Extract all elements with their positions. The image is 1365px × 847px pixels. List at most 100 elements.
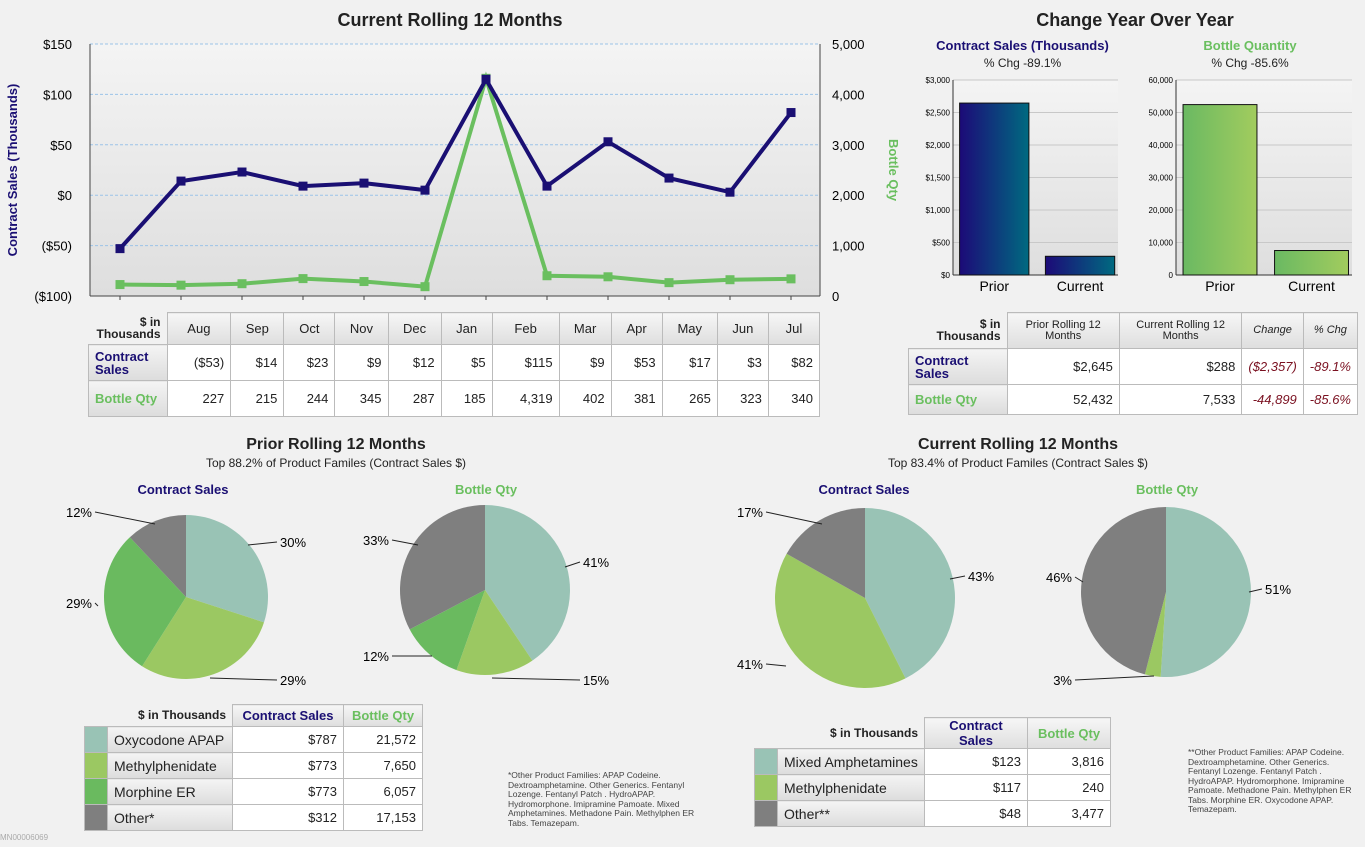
table-cell: -89.1% — [1302, 348, 1359, 385]
y-tick-label: 30,000 — [1149, 174, 1174, 183]
prior-pies-title: Prior Rolling 12 Months — [246, 436, 426, 453]
bar-prior — [959, 102, 1030, 276]
table-corner-label: $ in Thousands — [936, 317, 1001, 344]
data-point — [725, 187, 735, 197]
table-cell: 265 — [661, 380, 718, 417]
data-point — [481, 74, 491, 84]
row-header: Contract Sales — [88, 344, 168, 381]
prior-cs-pie-title: Contract Sales — [137, 482, 229, 497]
legend-contract-sales: $787 — [232, 726, 344, 753]
table-cell: 340 — [767, 380, 821, 417]
table-corner-label: $ in Thousands — [137, 708, 226, 723]
legend-contract-sales: $773 — [232, 752, 344, 779]
table-cell: $12 — [387, 344, 442, 381]
data-point — [603, 137, 613, 147]
table-cell: 4,319 — [491, 380, 560, 417]
bar-category-label: Prior — [979, 278, 1009, 294]
column-header: Contract Sales — [232, 704, 344, 727]
table-cell: $53 — [610, 344, 663, 381]
table-cell: 345 — [334, 380, 389, 417]
column-header: Oct — [283, 312, 336, 345]
data-point — [786, 108, 796, 118]
table-cell: 7,533 — [1118, 384, 1243, 415]
right-tick-label: 5,000 — [832, 37, 865, 52]
legend-bottle-qty: 17,153 — [343, 804, 423, 831]
column-header: % Chg — [1302, 312, 1359, 349]
pie-percent-label: 51% — [1265, 582, 1291, 597]
legend-contract-sales: $773 — [232, 778, 344, 805]
data-point — [603, 272, 613, 282]
pie-slice-oxycodone-apap — [186, 515, 268, 623]
y-tick-label: $2,500 — [926, 109, 951, 118]
legend-swatch — [754, 748, 778, 775]
pie-leader-line — [247, 541, 278, 546]
pie-slice-methylphenidate — [456, 590, 533, 675]
pie-slice-methylphenidate — [775, 553, 906, 689]
y-tick-label: $3,000 — [926, 76, 951, 85]
legend-bottle-qty: 6,057 — [343, 778, 423, 805]
table-cell: $9 — [558, 344, 612, 381]
bar-current — [1044, 255, 1116, 276]
legend-bottle-qty: 240 — [1027, 774, 1111, 801]
yoy-bq-title: Bottle Quantity — [1203, 38, 1297, 53]
yoy-cs-pct: % Chg -89.1% — [983, 56, 1062, 70]
table-corner-label: $ in Thousands — [829, 725, 918, 740]
pie-slice-other- — [399, 505, 485, 630]
legend-bottle-qty: 21,572 — [343, 726, 423, 753]
pie-leader-line — [1248, 588, 1263, 593]
pie-percent-label: 33% — [363, 533, 389, 548]
pie-percent-label: 41% — [583, 555, 609, 570]
right-axis-title: Bottle Qty — [886, 139, 901, 202]
pie-percent-label: 43% — [968, 569, 994, 584]
monthly-table: $ in Thousands Aug Sep Oct Nov Dec Jan Feb Mar Apr… — [88, 312, 821, 417]
pie-slice-methylphenidate — [1144, 592, 1166, 677]
data-point — [542, 271, 552, 281]
column-header: Jul — [767, 312, 821, 345]
table-cell: 185 — [440, 380, 493, 417]
left-axis-title: Contract Sales (Thousands) — [5, 84, 20, 257]
yoy-cs-title: Contract Sales (Thousands) — [936, 38, 1109, 53]
row-header: Contract Sales — [908, 348, 1008, 385]
y-tick-label: $1,500 — [926, 174, 951, 183]
data-point — [359, 277, 369, 287]
legend-swatch — [84, 752, 108, 779]
column-header: Change — [1241, 312, 1304, 349]
table-cell: $115 — [491, 344, 560, 381]
pie-percent-label: 46% — [1046, 570, 1072, 585]
right-tick-label: 1,000 — [832, 239, 865, 254]
rolling-chart-title: Current Rolling 12 Months — [337, 10, 563, 30]
legend-bottle-qty: 7,650 — [343, 752, 423, 779]
column-header: Mar — [558, 312, 612, 345]
bar-category-label: Current — [1057, 278, 1104, 294]
legend-name: Oxycodone APAP — [107, 726, 233, 753]
series-line-contract-sales — [118, 75, 793, 250]
prior-legend-table: $ in Thousands Contract Sales Bottle Qty Ox… — [84, 704, 423, 831]
prior-pies-subtitle: Top 88.2% of Product Familes (Contract S… — [205, 456, 467, 470]
pie-leader-line — [949, 575, 966, 580]
left-tick-label: ($100) — [34, 289, 72, 304]
column-header: Jan — [440, 312, 493, 345]
column-header: Current Rolling 12 Months — [1118, 312, 1243, 349]
right-tick-label: 2,000 — [832, 188, 865, 203]
data-point — [298, 181, 308, 191]
bar-category-label: Current — [1288, 278, 1335, 294]
table-cell: $288 — [1118, 348, 1243, 385]
pie-slice-oxycodone-apap — [485, 505, 571, 661]
yoy-table: $ in Thousands Prior Rolling 12 Months Curr… — [908, 312, 1359, 415]
table-cell: ($53) — [166, 344, 232, 381]
legend-swatch — [84, 726, 108, 753]
column-header: Dec — [387, 312, 442, 345]
table-cell: $23 — [283, 344, 336, 381]
legend-bottle-qty: 3,816 — [1027, 748, 1111, 775]
data-point — [237, 279, 247, 289]
y-tick-label: $2,000 — [926, 141, 951, 150]
table-cell: $3 — [716, 344, 769, 381]
row-header: Bottle Qty — [908, 384, 1008, 415]
legend-contract-sales: $312 — [232, 804, 344, 831]
y-tick-label: 40,000 — [1149, 141, 1174, 150]
pie-leader-line — [94, 511, 156, 525]
data-point — [115, 280, 125, 290]
table-cell: 381 — [610, 380, 663, 417]
table-cell: $9 — [334, 344, 389, 381]
pie-percent-label: 30% — [280, 535, 306, 550]
